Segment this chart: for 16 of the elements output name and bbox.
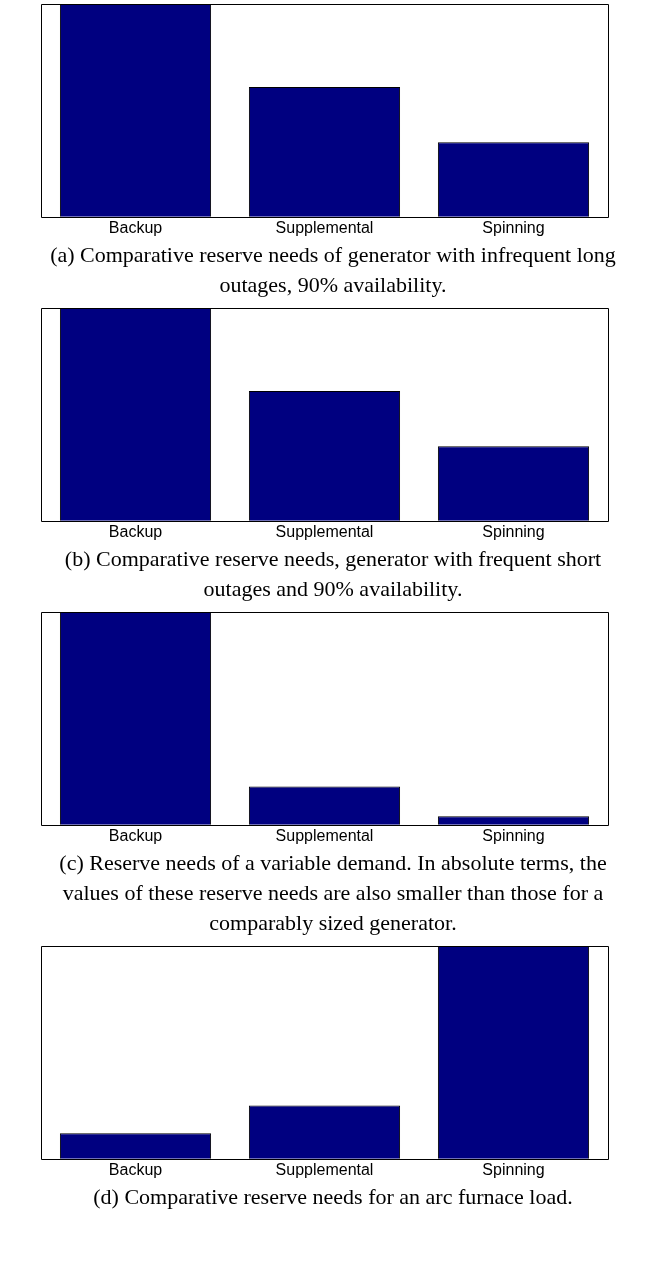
x-tick-label: Backup: [108, 1160, 163, 1178]
x-tick-label: Spinning: [482, 522, 545, 540]
text: (b) Comparative reserve needs, generator with frequent short outages and 90% availability.: [63, 545, 603, 603]
x-tick-label: Spinning: [482, 218, 545, 236]
x-tick-label: Supplemental: [275, 1160, 374, 1178]
text: (c) Reserve needs of a variable demand. In absolute terms, the values of these reserve needs are also smaller than those for a comparably sized generator.: [58, 849, 608, 937]
x-tick-label: Supplemental: [275, 826, 374, 844]
x-tick-label: Supplemental: [275, 218, 374, 236]
x-tick-label: Supplemental: [275, 522, 374, 540]
x-tick-label: Spinning: [482, 826, 545, 844]
x-tick-label: Spinning: [482, 1160, 545, 1178]
x-tick-label: Backup: [108, 218, 163, 236]
x-tick-label: Backup: [108, 826, 163, 844]
text: (a) Comparative reserve needs of generator with infrequent long outages, 90% availability.: [49, 241, 617, 299]
x-tick-label: Backup: [108, 522, 163, 540]
text: (d) Comparative reserve needs for an arc furnace load.: [92, 1183, 574, 1211]
